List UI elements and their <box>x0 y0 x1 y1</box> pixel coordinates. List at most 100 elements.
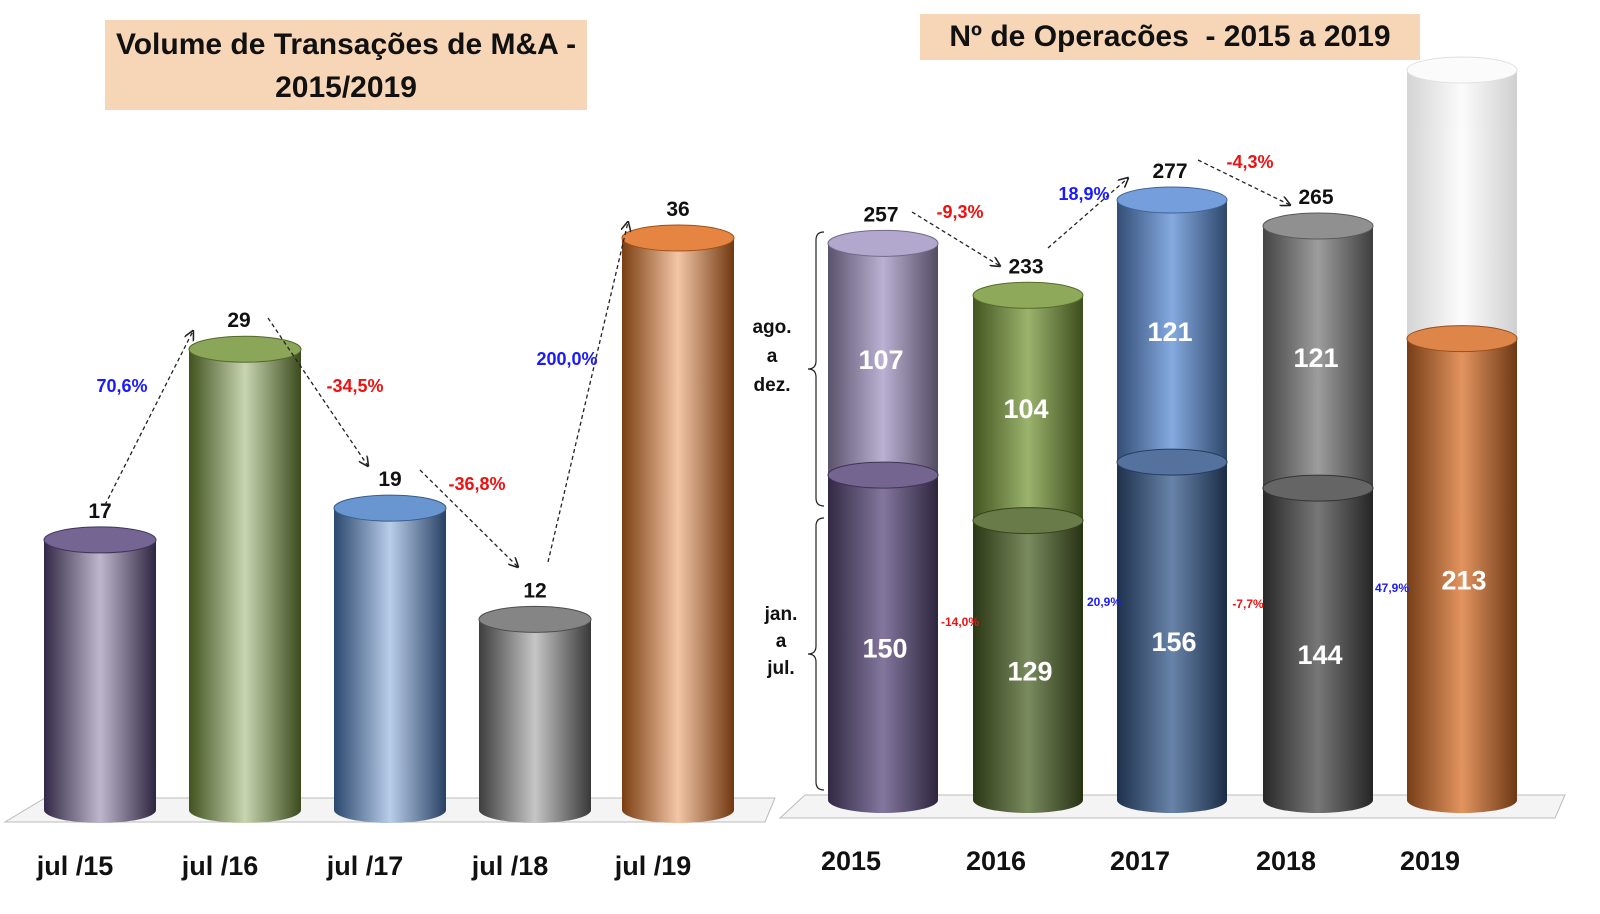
right-bar-2018-jan-jul <box>1262 474 1374 813</box>
right-segment-label-jan-jul: 213 <box>1441 565 1486 595</box>
left-bar-jul18-top <box>478 605 592 633</box>
right-bar-2015-jan-jul <box>827 461 939 813</box>
left-bar-jul17-body <box>334 508 446 823</box>
bracket-label-jan-jul: a <box>776 631 787 652</box>
left-value-label: 17 <box>88 500 111 523</box>
left-bar-jul19-top <box>621 224 735 252</box>
right-total-change-arrow <box>1047 178 1128 249</box>
bracket-label-jan-jul: jan. <box>764 604 798 625</box>
right-bar-2016-jan-jul <box>972 507 1084 813</box>
right-bar-2016-ago-dez-body <box>973 295 1083 534</box>
left-bar-jul17-top <box>333 494 447 522</box>
left-bar-jul18 <box>478 605 592 823</box>
right-bar-2017-ago-dez <box>1116 186 1228 476</box>
left-bar-jul15 <box>43 526 157 823</box>
right-bar-2018-ago-dez <box>1262 212 1374 502</box>
left-change-label: -34,5% <box>326 376 383 396</box>
left-change-arrow <box>547 222 628 563</box>
left-change-label: 200,0% <box>536 349 597 369</box>
left-change-arrow <box>419 469 518 567</box>
right-chart-title: Nº de Operacões - 2015 a 2019 <box>920 14 1420 60</box>
right-bar-2015-jan-jul-top <box>827 461 939 489</box>
right-total-label: 265 <box>1298 186 1333 209</box>
left-category-label: jul /15 <box>36 851 114 881</box>
right-bar-2015-ago-dez-top <box>827 229 939 257</box>
right-bar-2015-ago-dez <box>827 229 939 489</box>
right-bar-2016-jan-jul-top <box>972 507 1084 535</box>
bracket-label-ago-dez: dez. <box>754 375 791 396</box>
right-bar-2017-jan-jul <box>1116 448 1228 813</box>
bracket-ago-dez <box>807 231 825 507</box>
bracket-label-jan-jul: jul. <box>766 658 794 679</box>
right-total-label: 233 <box>1008 255 1043 278</box>
right-bar-2017-ago-dez-top <box>1116 186 1228 214</box>
right-total-change-arrow <box>1197 159 1290 205</box>
right-bar-2016-ago-dez <box>972 281 1084 534</box>
left-bar-jul17 <box>333 494 447 823</box>
right-bar-2018-ago-dez-body <box>1263 225 1373 502</box>
left-value-label: 12 <box>523 579 546 602</box>
right-segment-label-ago-dez: 121 <box>1147 317 1192 347</box>
right-bar-2019-jan-jul <box>1406 325 1518 813</box>
left-bar-jul15-top <box>43 526 157 554</box>
right-bar-2017-jan-jul-body <box>1117 462 1227 813</box>
right-bar-2018-jan-jul-body <box>1263 488 1373 813</box>
right-total-change-label: -4,3% <box>1226 152 1273 172</box>
right-jan-jul-change-label: 20,9% <box>1087 595 1121 609</box>
right-category-label: 2019 <box>1400 846 1460 876</box>
right-jan-jul-change-label: 47,9% <box>1375 581 1409 595</box>
right-jan-jul-change-label: -14,0% <box>941 615 979 629</box>
left-bar-jul15-body <box>44 539 156 823</box>
right-bar-2019-ghost-top <box>1406 56 1518 84</box>
left-chart-title: Volume de Transações de M&A - 2015/2019 <box>105 20 587 110</box>
left-change-arrow <box>104 331 193 506</box>
right-total-change-arrow <box>911 211 1000 266</box>
right-bar-2015-jan-jul-body <box>828 475 938 813</box>
right-segment-label-ago-dez: 121 <box>1293 343 1338 373</box>
left-category-label: jul /17 <box>326 851 404 881</box>
bracket-label-ago-dez: a <box>767 346 778 367</box>
right-segment-label-jan-jul: 156 <box>1151 627 1196 657</box>
right-bar-2019-jan-jul-body <box>1407 338 1517 813</box>
right-segment-label-jan-jul: 129 <box>1007 656 1052 686</box>
right-bar-2016-ago-dez-top <box>972 281 1084 309</box>
right-segment-label-jan-jul: 144 <box>1297 640 1342 670</box>
left-category-label: jul /19 <box>614 851 692 881</box>
right-bar-2016-jan-jul-body <box>973 520 1083 813</box>
right-segment-label-jan-jul: 150 <box>862 634 907 664</box>
right-category-label: 2016 <box>966 846 1026 876</box>
left-bar-jul16-body <box>189 349 301 823</box>
right-category-label: 2017 <box>1110 846 1170 876</box>
left-change-arrow <box>267 317 368 466</box>
left-change-label: 70,6% <box>96 376 147 396</box>
left-change-label: -36,8% <box>448 474 505 494</box>
right-bar-2017-jan-jul-top <box>1116 448 1228 476</box>
left-bar-jul16-top <box>188 335 302 363</box>
right-bar-2018-jan-jul-top <box>1262 474 1374 502</box>
left-bar-jul19-body <box>622 238 734 823</box>
right-total-change-label: -9,3% <box>936 202 983 222</box>
right-total-label: 277 <box>1152 160 1187 183</box>
right-bar-2015-ago-dez-body <box>828 243 938 489</box>
bracket-label-ago-dez: ago. <box>752 317 791 338</box>
left-category-label: jul /18 <box>471 851 549 881</box>
left-value-label: 29 <box>227 309 250 332</box>
right-segment-label-ago-dez: 104 <box>1003 394 1048 424</box>
left-bar-jul18-body <box>479 619 591 823</box>
right-total-label: 257 <box>863 203 898 226</box>
right-jan-jul-change-label: -7,7% <box>1232 597 1264 611</box>
right-total-change-label: 18,9% <box>1058 184 1109 204</box>
right-category-label: 2018 <box>1256 846 1316 876</box>
left-value-label: 36 <box>666 198 689 221</box>
right-bar-2019-jan-jul-top <box>1406 325 1518 353</box>
right-category-label: 2015 <box>821 846 881 876</box>
bracket-jan-jul <box>807 517 825 791</box>
left-bar-jul16 <box>188 335 302 823</box>
left-category-label: jul /16 <box>181 851 259 881</box>
left-bar-jul19 <box>621 224 735 823</box>
right-segment-label-ago-dez: 107 <box>858 345 903 375</box>
right-bar-2017-ago-dez-body <box>1117 200 1227 476</box>
right-bar-2018-ago-dez-top <box>1262 212 1374 240</box>
left-value-label: 19 <box>378 468 401 491</box>
